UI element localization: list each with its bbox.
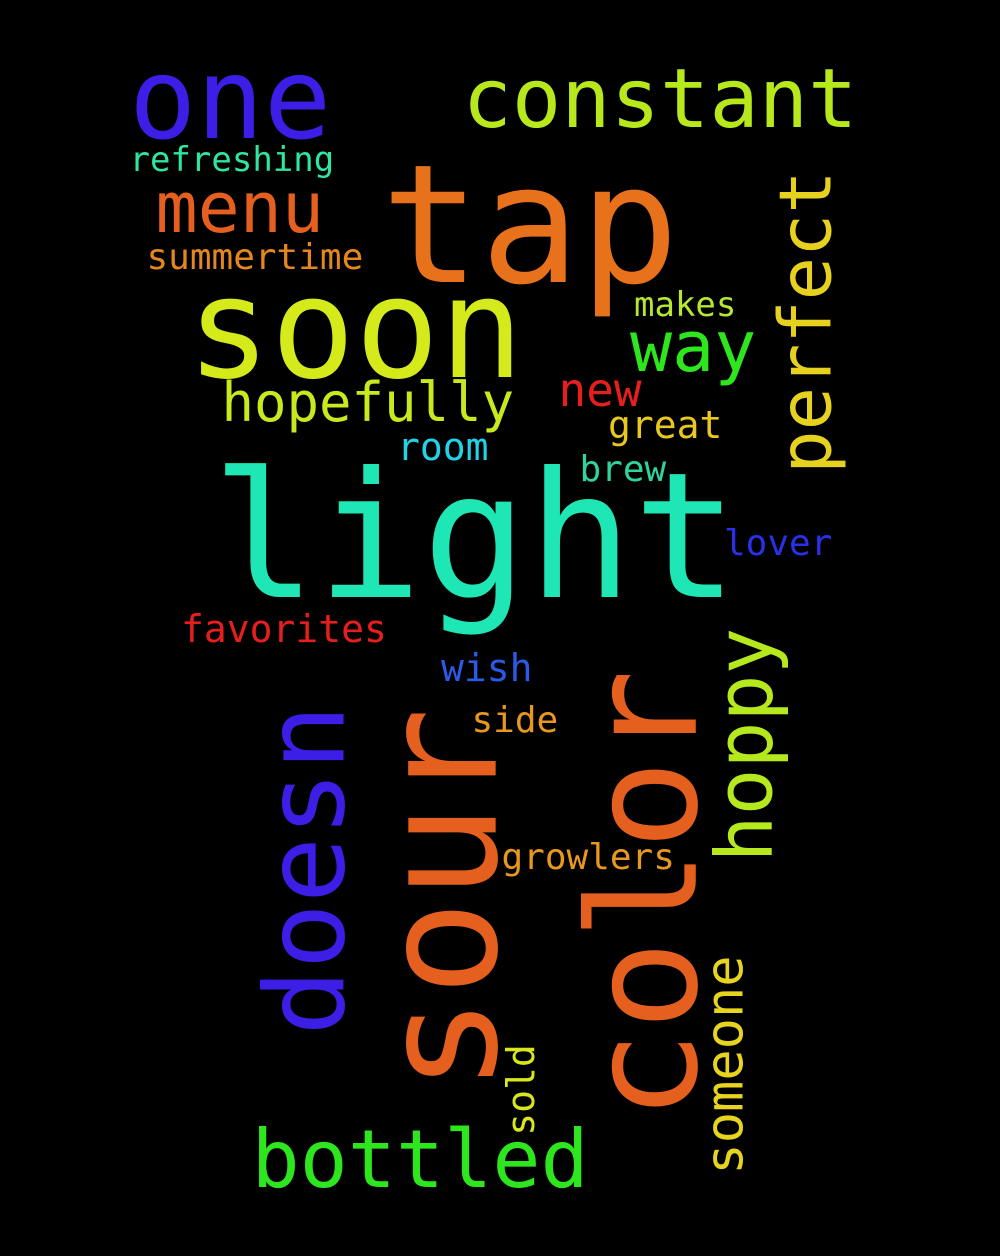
word-brew: brew (579, 449, 667, 490)
word-new: new (558, 363, 642, 417)
word-lover: lover (724, 523, 833, 564)
word-room: room (397, 425, 489, 469)
word-growlers: growlers (501, 837, 675, 878)
word-bottled: bottled (251, 1113, 589, 1206)
word-side: side (471, 700, 559, 741)
word-favorites: favorites (181, 607, 387, 651)
word-doesn: doesn (241, 704, 370, 1036)
word-tap: tap (381, 128, 680, 321)
word-constant: constant (462, 52, 858, 147)
word-one: one (129, 35, 332, 165)
word-menu: menu (155, 167, 325, 249)
word-great: great (608, 403, 723, 447)
word-hopefully: hopefully (221, 371, 515, 434)
word-soon: soon (186, 248, 524, 411)
word-refreshing: refreshing (129, 140, 335, 180)
word-wish: wish (441, 646, 533, 690)
word-light: light (211, 435, 739, 639)
word-way: way (630, 306, 757, 388)
word-makes: makes (634, 285, 737, 325)
word-perfect: perfect (763, 170, 848, 474)
word-sour: sour (346, 707, 534, 1093)
word-someone: someone (695, 955, 756, 1175)
word-summertime: summertime (146, 237, 364, 278)
